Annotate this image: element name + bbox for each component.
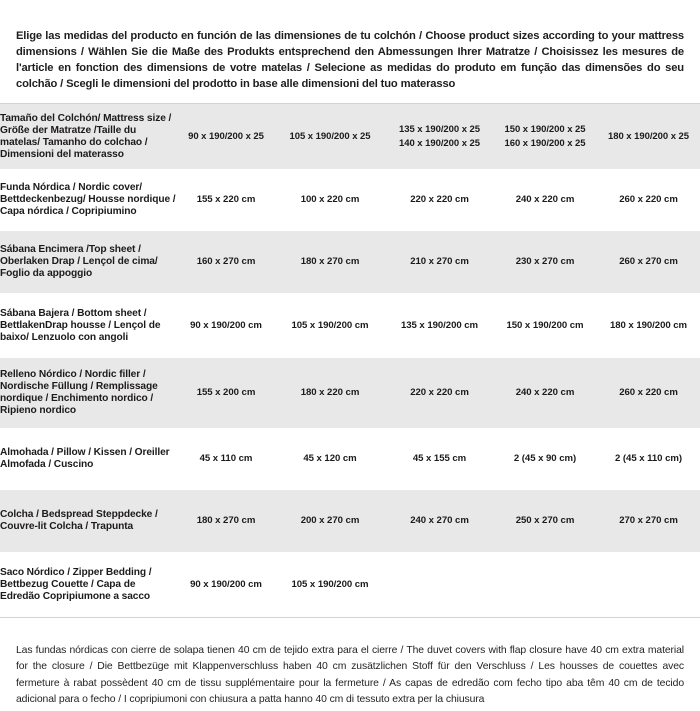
cell-nordic-cover-col2: 100 x 220 cm: [274, 169, 386, 232]
cell-zipper-bedding-col2: 105 x 190/200 cm: [274, 552, 386, 618]
table-row: Funda Nórdica / Nordic cover/ Bettdecken…: [0, 169, 700, 232]
cell-nordic-filler-col2: 180 x 220 cm: [274, 358, 386, 429]
cell-pillow-col2: 45 x 120 cm: [274, 428, 386, 491]
cell-top-sheet-col4: 230 x 270 cm: [493, 231, 597, 294]
cell-zipper-bedding-col5: [597, 552, 700, 618]
header-cell-col3-line2: 140 x 190/200 x 25: [399, 137, 480, 149]
table-row: Sábana Encimera /Top sheet / Oberlaken D…: [0, 231, 700, 294]
cell-top-sheet-col2: 180 x 270 cm: [274, 231, 386, 294]
cell-bottom-sheet-col1: 90 x 190/200 cm: [178, 293, 274, 359]
footnote-paragraph: Las fundas nórdicas con cierre de solapa…: [16, 644, 684, 706]
row-label-bedspread: Colcha / Bedspread Steppdecke / Couvre-l…: [0, 490, 178, 553]
table-row: Sábana Bajera / Bottom sheet / Bettlaken…: [0, 293, 700, 359]
cell-top-sheet-col3: 210 x 270 cm: [386, 231, 493, 294]
row-label-top-sheet: Sábana Encimera /Top sheet / Oberlaken D…: [0, 231, 178, 294]
size-table-container: Tamaño del Colchón/ Mattress size / Größ…: [0, 103, 700, 619]
cell-nordic-filler-col5: 260 x 220 cm: [597, 358, 700, 429]
cell-nordic-cover-col4: 240 x 220 cm: [493, 169, 597, 232]
cell-zipper-bedding-col3: [386, 552, 493, 618]
row-label-bottom-sheet: Sábana Bajera / Bottom sheet / Bettlaken…: [0, 293, 178, 359]
cell-top-sheet-col5: 260 x 270 cm: [597, 231, 700, 294]
row-label-pillow: Almohada / Pillow / Kissen / Oreiller Al…: [0, 428, 178, 491]
cell-bottom-sheet-col5: 180 x 190/200 cm: [597, 293, 700, 359]
cell-nordic-cover-col5: 260 x 220 cm: [597, 169, 700, 232]
cell-pillow-col1: 45 x 110 cm: [178, 428, 274, 491]
header-label-cell: Tamaño del Colchón/ Mattress size / Größ…: [0, 104, 178, 170]
cell-nordic-filler-col4: 240 x 220 cm: [493, 358, 597, 429]
table-header-row: Tamaño del Colchón/ Mattress size / Größ…: [0, 104, 700, 170]
header-cell-col3-line1: 135 x 190/200 x 25: [399, 124, 480, 136]
product-size-chart-page: Elige las medidas del producto en funció…: [0, 11, 700, 711]
cell-bedspread-col4: 250 x 270 cm: [493, 490, 597, 553]
table-row: Relleno Nórdico / Nordic filler / Nordis…: [0, 358, 700, 429]
size-table: Tamaño del Colchón/ Mattress size / Größ…: [0, 104, 700, 618]
cell-zipper-bedding-col1: 90 x 190/200 cm: [178, 552, 274, 618]
header-cell-col5-line1: 180 x 190/200 x 25: [608, 131, 689, 143]
cell-bottom-sheet-col3: 135 x 190/200 cm: [386, 293, 493, 359]
cell-bottom-sheet-col4: 150 x 190/200 cm: [493, 293, 597, 359]
header-cell-col3: 135 x 190/200 x 25 140 x 190/200 x 25: [386, 104, 493, 170]
intro-paragraph: Elige las medidas del producto en funció…: [16, 30, 684, 91]
cell-nordic-filler-col1: 155 x 200 cm: [178, 358, 274, 429]
cell-top-sheet-col1: 160 x 270 cm: [178, 231, 274, 294]
cell-bedspread-col3: 240 x 270 cm: [386, 490, 493, 553]
header-cell-col1: 90 x 190/200 x 25: [178, 104, 274, 170]
cell-nordic-filler-col3: 220 x 220 cm: [386, 358, 493, 429]
size-table-body: Tamaño del Colchón/ Mattress size / Größ…: [0, 104, 700, 618]
header-cell-col2: 105 x 190/200 x 25: [274, 104, 386, 170]
cell-pillow-col3: 45 x 155 cm: [386, 428, 493, 491]
header-cell-col4: 150 x 190/200 x 25 160 x 190/200 x 25: [493, 104, 597, 170]
header-cell-col4-line1: 150 x 190/200 x 25: [504, 124, 586, 136]
table-row: Almohada / Pillow / Kissen / Oreiller Al…: [0, 428, 700, 491]
header-cell-col2-line1: 105 x 190/200 x 25: [289, 131, 371, 143]
cell-nordic-cover-col3: 220 x 220 cm: [386, 169, 493, 232]
table-row: Colcha / Bedspread Steppdecke / Couvre-l…: [0, 490, 700, 553]
cell-zipper-bedding-col4: [493, 552, 597, 618]
table-row: Saco Nórdico / Zipper Bedding / Bettbezu…: [0, 552, 700, 618]
row-label-nordic-cover: Funda Nórdica / Nordic cover/ Bettdecken…: [0, 169, 178, 232]
cell-bedspread-col5: 270 x 270 cm: [597, 490, 700, 553]
cell-bedspread-col2: 200 x 270 cm: [274, 490, 386, 553]
cell-nordic-cover-col1: 155 x 220 cm: [178, 169, 274, 232]
cell-pillow-col4: 2 (45 x 90 cm): [493, 428, 597, 491]
header-cell-col1-line1: 90 x 190/200 x 25: [188, 131, 264, 143]
row-label-nordic-filler: Relleno Nórdico / Nordic filler / Nordis…: [0, 358, 178, 429]
cell-bottom-sheet-col2: 105 x 190/200 cm: [274, 293, 386, 359]
header-cell-col4-line2: 160 x 190/200 x 25: [504, 137, 586, 149]
cell-pillow-col5: 2 (45 x 110 cm): [597, 428, 700, 491]
cell-bedspread-col1: 180 x 270 cm: [178, 490, 274, 553]
header-cell-col5: 180 x 190/200 x 25: [597, 104, 700, 170]
row-label-zipper-bedding: Saco Nórdico / Zipper Bedding / Bettbezu…: [0, 552, 178, 618]
